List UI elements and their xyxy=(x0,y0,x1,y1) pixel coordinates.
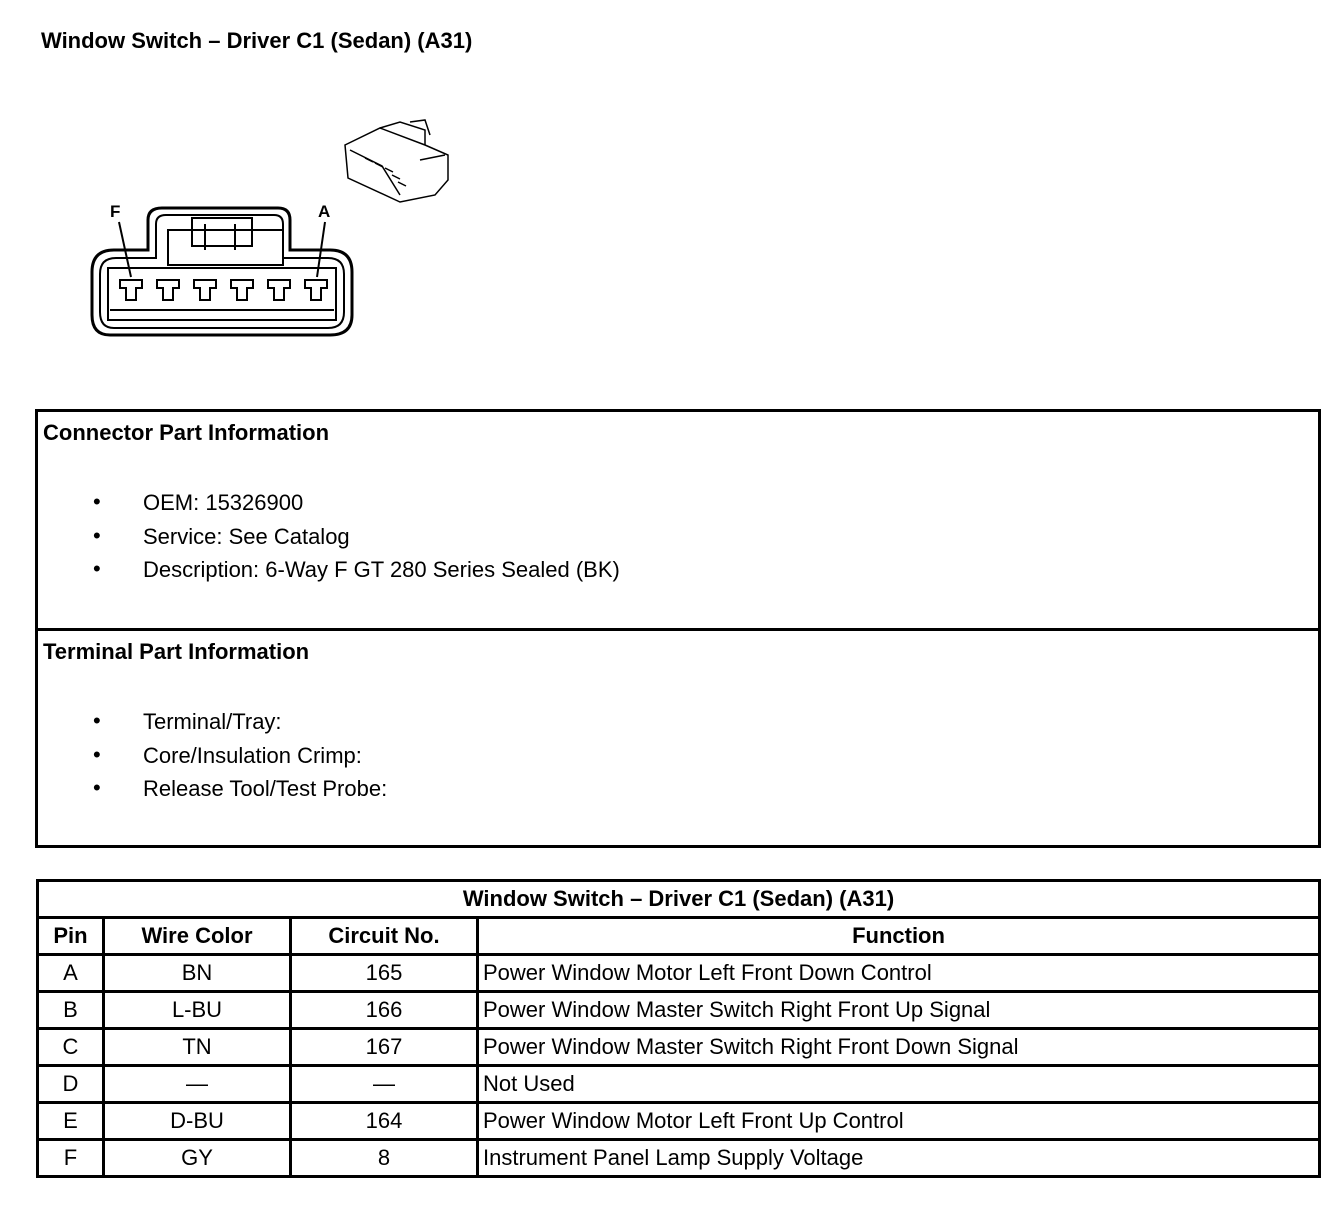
wire-color-cell: GY xyxy=(102,1138,292,1178)
pin-cell: A xyxy=(36,953,105,993)
connector-face-diagram: F A xyxy=(90,119,449,337)
pin-cell: D xyxy=(36,1064,105,1104)
circuit-no-cell: 167 xyxy=(289,1027,479,1067)
terminal-cavities xyxy=(119,279,328,301)
wire-color-cell: — xyxy=(102,1064,292,1104)
pin-label-f: F xyxy=(110,202,120,221)
table-row: F GY 8 Instrument Panel Lamp Supply Voltage xyxy=(36,1138,1321,1178)
terminal-part-information: Terminal Part Information • Terminal/Tray… xyxy=(43,639,388,801)
bullet-icon: • xyxy=(93,741,101,767)
function-cell: Instrument Panel Lamp Supply Voltage xyxy=(476,1138,1321,1178)
header-function: Function xyxy=(476,916,1321,956)
connector-3d-icon xyxy=(344,119,449,203)
pin-cell: E xyxy=(36,1101,105,1141)
wire-color-cell: D-BU xyxy=(102,1101,292,1141)
pin-cell: B xyxy=(36,990,105,1030)
function-cell: Power Window Master Switch Right Front U… xyxy=(476,990,1321,1030)
bullet-icon: • xyxy=(93,708,101,733)
circuit-no-cell: — xyxy=(289,1064,479,1104)
bullet-icon: • xyxy=(93,775,101,800)
table-title: Window Switch – Driver C1 (Sedan) (A31) xyxy=(36,879,1321,919)
pin-cell: F xyxy=(36,1138,105,1178)
function-cell: Not Used xyxy=(476,1064,1321,1104)
table-row: D — — Not Used xyxy=(36,1064,1321,1104)
bullet-icon: • xyxy=(93,489,101,514)
function-cell: Power Window Motor Left Front Down Contr… xyxy=(476,953,1321,993)
page-title: Window Switch – Driver C1 (Sedan) (A31) xyxy=(41,28,473,53)
circuit-no-cell: 8 xyxy=(289,1138,479,1178)
pinout-table: Window Switch – Driver C1 (Sedan) (A31) … xyxy=(36,879,1321,1178)
terminal-info-heading: Terminal Part Information xyxy=(43,639,310,664)
header-wire-color: Wire Color xyxy=(102,916,292,956)
part-information-box: Connector Part Information • OEM: 1532690… xyxy=(35,409,1321,848)
bullet-icon: • xyxy=(93,556,101,581)
wire-color-cell: BN xyxy=(102,953,292,993)
pin-cell: C xyxy=(36,1027,105,1067)
bullet-icon: • xyxy=(93,522,101,548)
function-cell: Power Window Motor Left Front Up Control xyxy=(476,1101,1321,1141)
pin-label-a: A xyxy=(318,202,330,221)
table-row: B L-BU 166 Power Window Master Switch Right… xyxy=(36,990,1321,1030)
circuit-no-cell: 164 xyxy=(289,1101,479,1141)
table-row: A BN 165 Power Window Motor Left Front Down… xyxy=(36,953,1321,993)
circuit-no-cell: 166 xyxy=(289,990,479,1030)
function-cell: Power Window Master Switch Right Front D… xyxy=(476,1027,1321,1067)
connector-info-heading: Connector Part Information xyxy=(43,420,330,445)
header-pin: Pin xyxy=(36,916,105,956)
table-header-row: Pin Wire Color Circuit No. Function xyxy=(36,916,1321,956)
wire-color-cell: TN xyxy=(102,1027,292,1067)
table-row: C TN 167 Power Window Master Switch Right F… xyxy=(36,1027,1321,1067)
wire-color-cell: L-BU xyxy=(102,990,292,1030)
connector-part-information: Connector Part Information • OEM: 1532690… xyxy=(38,412,1318,631)
circuit-no-cell: 165 xyxy=(289,953,479,993)
header-circuit-no: Circuit No. xyxy=(289,916,479,956)
table-row: E D-BU 164 Power Window Motor Left Front Up… xyxy=(36,1101,1321,1141)
